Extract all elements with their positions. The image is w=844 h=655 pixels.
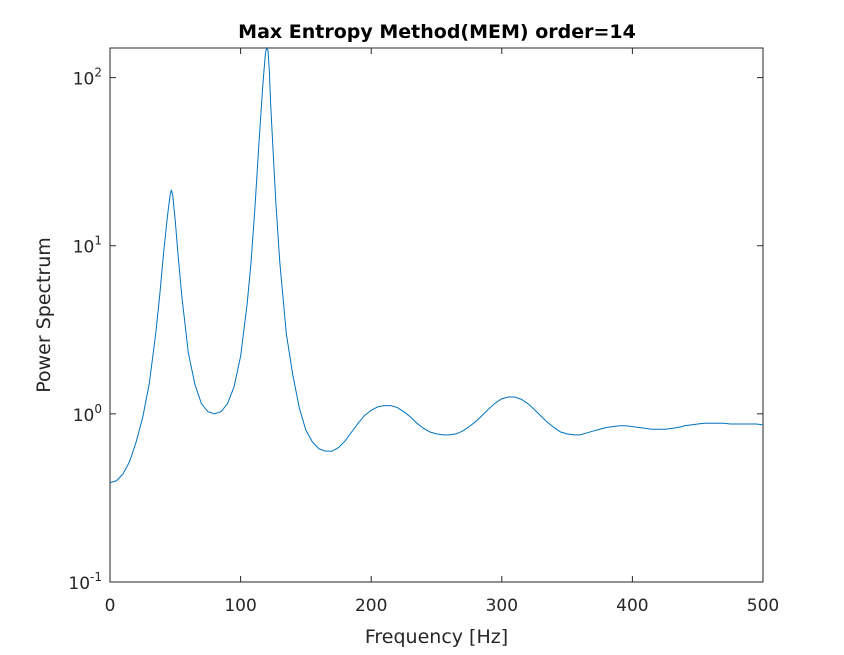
y-tick-label: 102 — [73, 66, 102, 90]
x-tick-label: 300 — [486, 596, 518, 616]
y-tick-base: 10 — [73, 238, 95, 258]
y-tick-label: 100 — [73, 402, 102, 426]
y-tick-exponent: 2 — [94, 66, 102, 80]
plot-frame — [109, 47, 764, 583]
x-axis-ticks: 0 100 200 300 400 500 — [105, 48, 779, 616]
y-tick-base: 10 — [73, 70, 95, 90]
series-line — [109, 46, 764, 484]
x-tick-label: 400 — [616, 596, 648, 616]
x-tick-label: 0 — [105, 596, 116, 616]
x-tick-label: 100 — [224, 596, 256, 616]
y-tick-exponent: -1 — [90, 570, 102, 584]
x-tick-label: 200 — [355, 596, 387, 616]
y-tick-base: 10 — [73, 406, 95, 426]
y-tick-exponent: 1 — [94, 234, 102, 248]
y-tick-label: 10-1 — [68, 570, 102, 594]
chart-title: Max Entropy Method(MEM) order=14 — [238, 21, 636, 43]
y-tick-label: 101 — [73, 234, 102, 258]
y-tick-exponent: 0 — [94, 402, 102, 416]
x-axis-label: Frequency [Hz] — [365, 626, 508, 648]
y-axis-label: Power Spectrum — [33, 237, 55, 393]
x-tick-label: 500 — [747, 596, 779, 616]
y-tick-base: 10 — [68, 574, 90, 594]
